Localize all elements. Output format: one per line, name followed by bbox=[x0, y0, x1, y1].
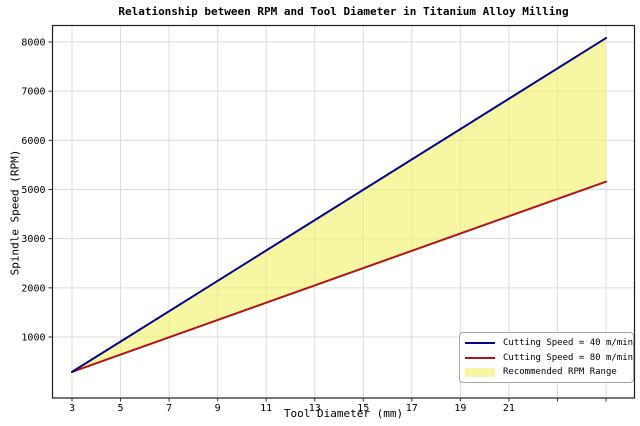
y-tick-label: 2000 bbox=[21, 283, 45, 294]
y-tick-label: 5000 bbox=[21, 185, 45, 196]
x-tick-label: 7 bbox=[166, 403, 172, 414]
x-tick-label: 5 bbox=[118, 403, 124, 414]
legend-line-swatch-blue bbox=[465, 341, 495, 344]
legend-line-swatch-red bbox=[465, 356, 495, 359]
series-line bbox=[71, 180, 607, 373]
y-tick-label: 8000 bbox=[21, 38, 45, 49]
legend-label: Cutting Speed = 80 m/min bbox=[503, 352, 634, 363]
y-axis-label: Spindle Speed (RPM) bbox=[8, 149, 22, 276]
axes-spines bbox=[51, 24, 636, 399]
legend-entry-speed-80: Cutting Speed = 80 m/min bbox=[465, 351, 633, 365]
x-tick-label: 21 bbox=[503, 403, 515, 414]
legend-entry-speed-40: Cutting Speed = 40 m/min bbox=[465, 336, 633, 350]
legend-patch-swatch-yellow bbox=[465, 367, 495, 377]
x-tick-label: 11 bbox=[260, 403, 272, 414]
chart-title: Relationship between RPM and Tool Diamet… bbox=[118, 5, 569, 18]
x-tick-label: 3 bbox=[69, 403, 75, 414]
y-tick-label: 7000 bbox=[21, 87, 45, 98]
series-lines bbox=[71, 37, 607, 373]
axes-border bbox=[51, 24, 636, 399]
legend-entry-rpm-range: Recommended RPM Range bbox=[465, 365, 628, 379]
series-line bbox=[71, 37, 607, 373]
tick-labels: 3 5 7 9 11 13 15 17 19 21 1000 2000 3000 5000 6000 7000… bbox=[21, 38, 515, 415]
x-tick-label: 13 bbox=[309, 403, 321, 414]
tick-marks bbox=[48, 41, 607, 402]
legend-label: Cutting Speed = 40 m/min bbox=[503, 337, 634, 348]
y-tick-label: 3000 bbox=[21, 234, 45, 245]
x-tick-label: 19 bbox=[454, 403, 466, 414]
legend-label: Recommended RPM Range bbox=[503, 367, 617, 378]
y-tick-label: 6000 bbox=[21, 136, 45, 147]
legend: Cutting Speed = 40 m/min Cutting Speed =… bbox=[459, 332, 634, 383]
x-tick-label: 9 bbox=[215, 403, 221, 414]
x-tick-label: 15 bbox=[357, 403, 369, 414]
x-tick-label: 17 bbox=[406, 403, 418, 414]
y-tick-label: 1000 bbox=[21, 333, 45, 344]
x-axis-label: Tool Diameter (mm) bbox=[283, 407, 404, 420]
